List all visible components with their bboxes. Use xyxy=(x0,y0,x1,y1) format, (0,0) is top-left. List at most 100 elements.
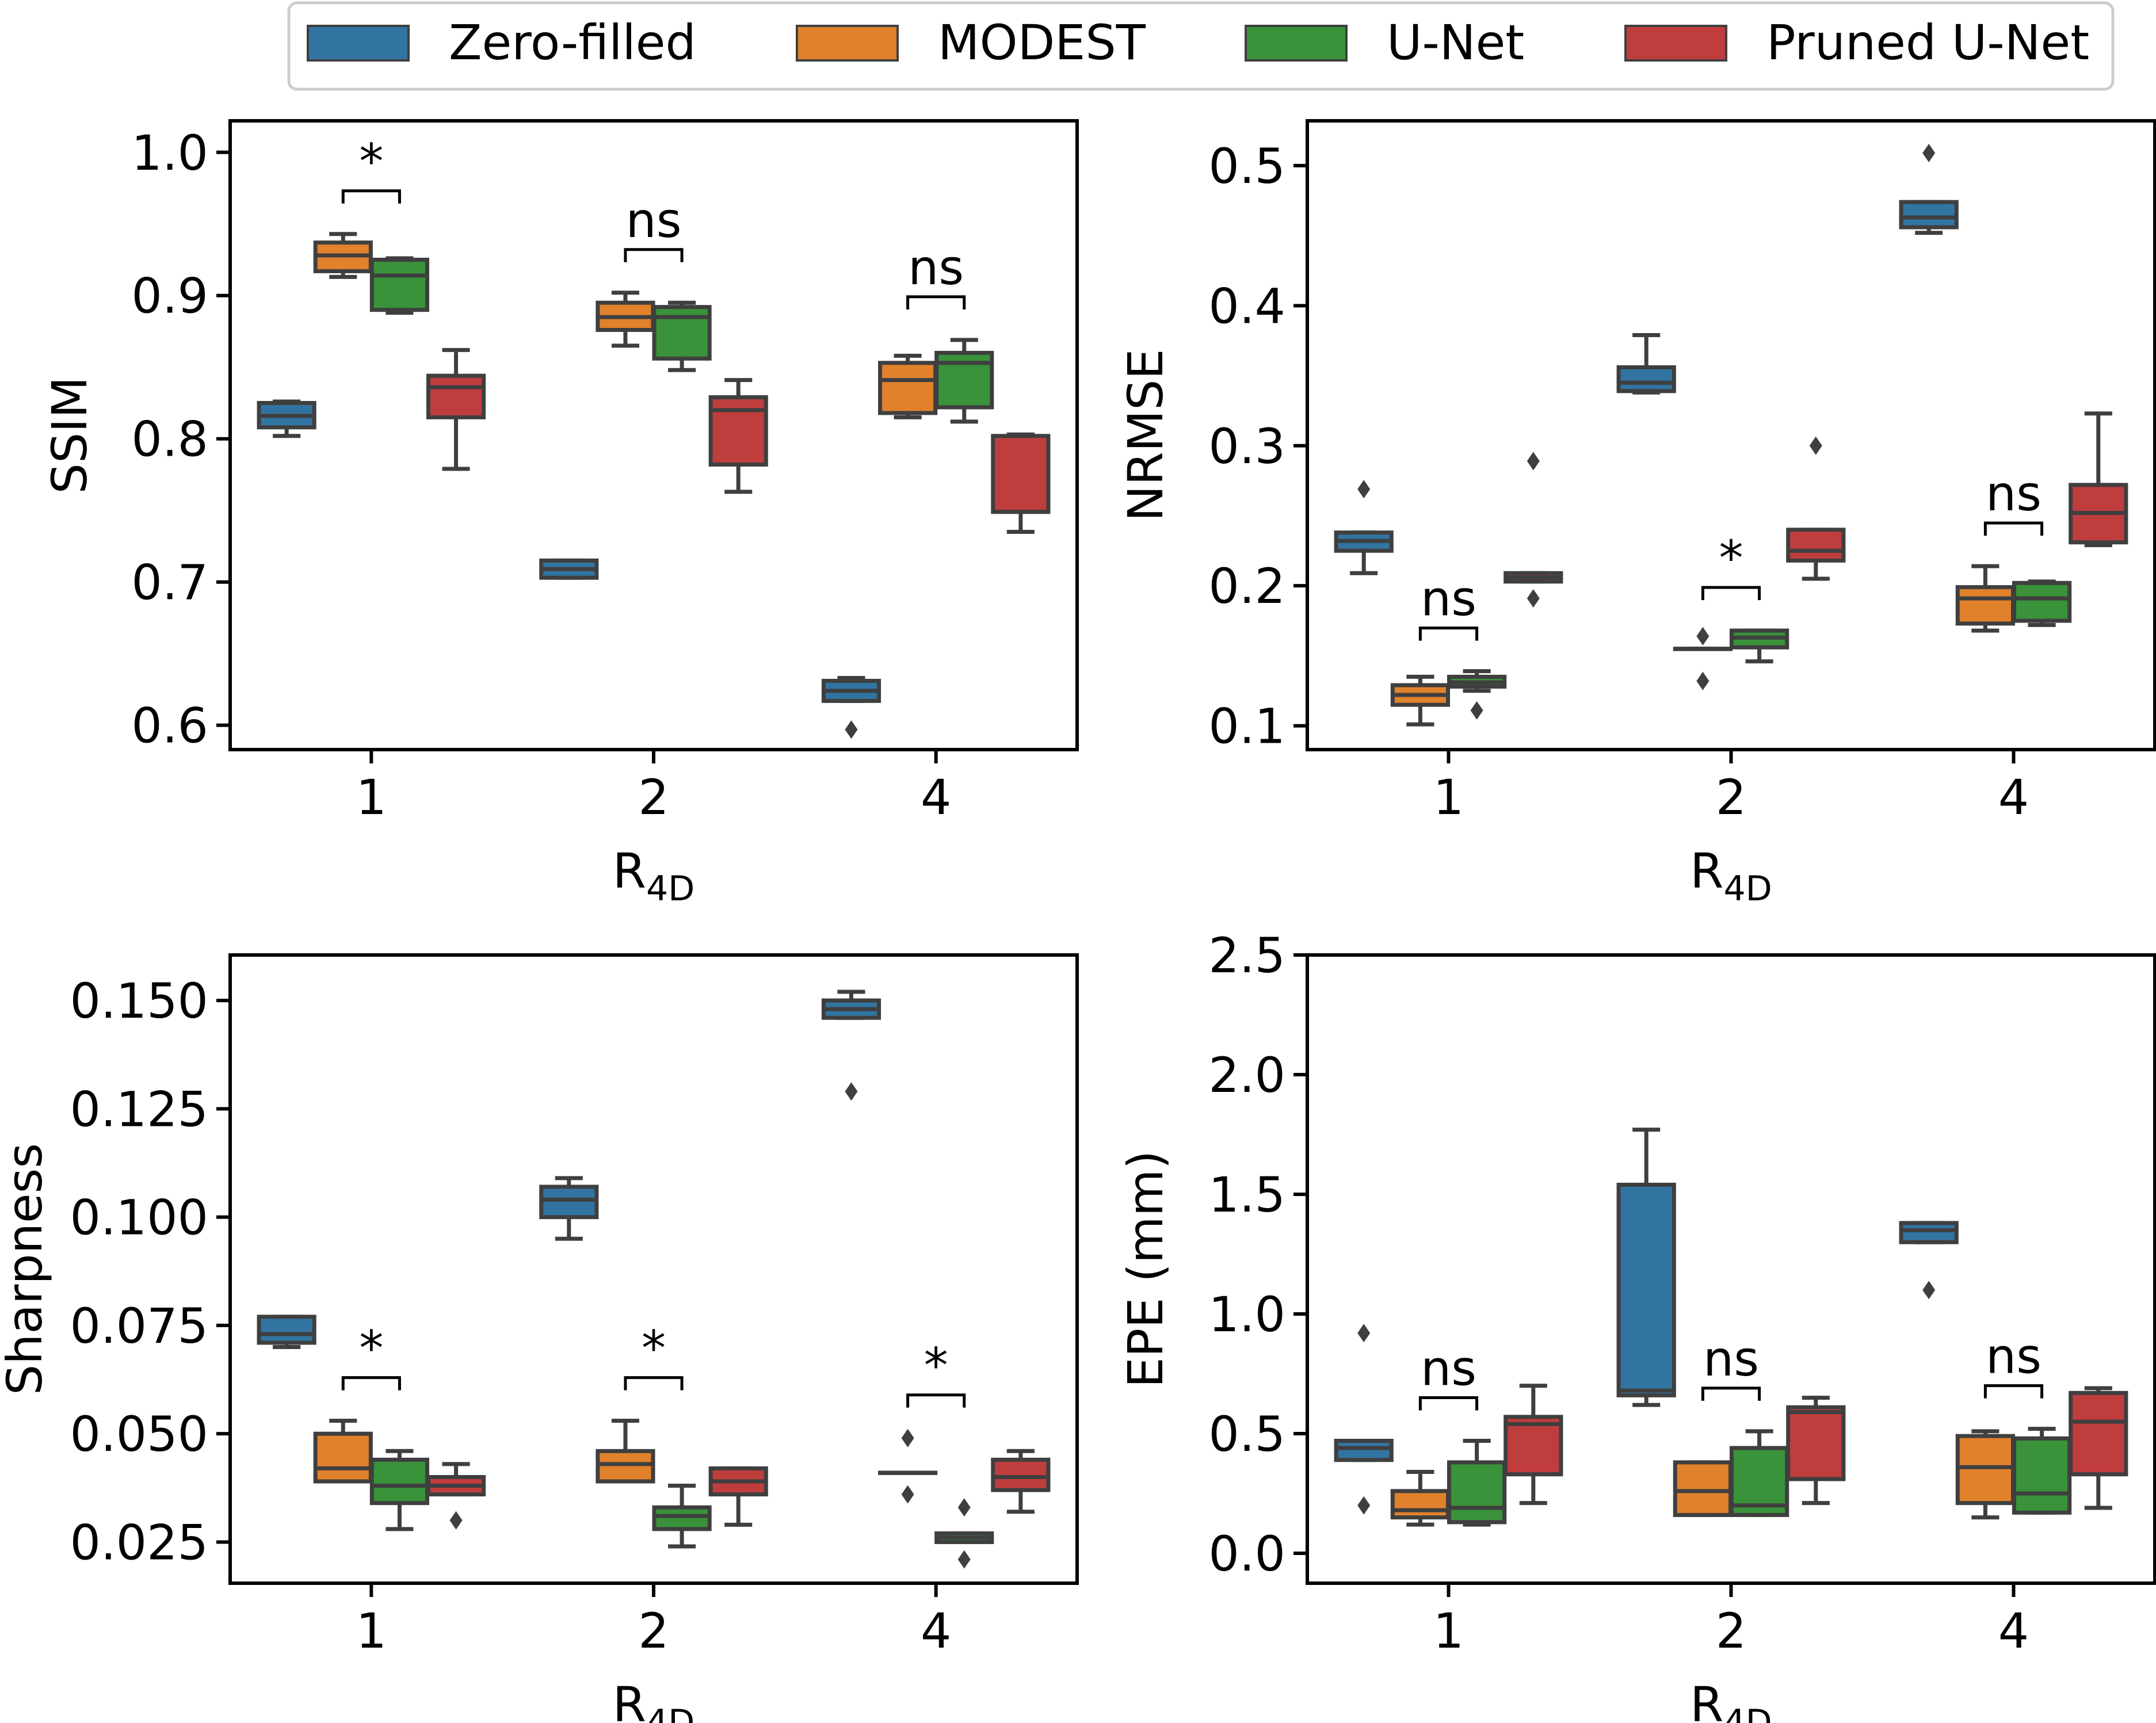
y-tick-label: 0.150 xyxy=(70,973,208,1029)
box-1-2 xyxy=(1955,1429,2016,1520)
box-3-0 xyxy=(426,1462,486,1530)
box-3-1 xyxy=(708,378,768,494)
nrmse-panel: ns * ns 0.1 0.2 0.3 0.4 0.5 1 2 4 R4D NRMSE xyxy=(1117,119,2156,909)
box-body xyxy=(991,1457,1051,1492)
box-0-2 xyxy=(1899,1221,1959,1300)
box-body xyxy=(1786,1405,1846,1481)
y-tick-label: 0.1 xyxy=(1208,698,1285,755)
box-body xyxy=(1673,1460,1733,1517)
box-1-0 xyxy=(313,1419,373,1484)
box-3-0 xyxy=(1504,1384,1563,1506)
box-body xyxy=(369,1457,429,1506)
flier-point xyxy=(1357,1496,1371,1515)
box-3-1 xyxy=(1786,436,1846,581)
x-axis-label-main: R xyxy=(613,1676,646,1723)
x-axis-label-main: R xyxy=(613,843,646,899)
box-2-0 xyxy=(1447,669,1507,720)
significance-label: ns xyxy=(625,192,681,249)
box-2-2 xyxy=(2012,1427,2072,1515)
box-body xyxy=(991,434,1051,514)
y-tick-label: 2.0 xyxy=(1208,1047,1285,1103)
x-tick-label: 4 xyxy=(1998,1603,2029,1659)
flier-point xyxy=(1470,701,1483,720)
box-3-1 xyxy=(1786,1396,1846,1506)
x-tick-label: 1 xyxy=(356,769,387,826)
box-0-2 xyxy=(821,676,882,739)
y-tick-label: 0.8 xyxy=(131,411,208,468)
x-tick-label: 1 xyxy=(1433,769,1464,826)
significance-annotation: ns xyxy=(1418,1340,1479,1411)
flier-point xyxy=(1696,671,1709,690)
legend-frame xyxy=(287,1,2115,91)
flier-point xyxy=(1922,143,1936,162)
significance-annotation: ns xyxy=(1701,1331,1761,1401)
x-axis-label-main: R xyxy=(1690,1676,1723,1723)
significance-annotation: ns xyxy=(906,239,966,310)
box-3-1 xyxy=(708,1466,768,1527)
significance-label: * xyxy=(642,1320,666,1377)
significance-bracket xyxy=(1418,1396,1479,1411)
y-tick-label: 1.0 xyxy=(1208,1286,1285,1343)
box-2-1 xyxy=(652,300,712,372)
flier-point xyxy=(1696,626,1709,645)
legend-item: Zero-filled xyxy=(307,14,696,71)
box-2-2 xyxy=(934,1498,994,1569)
axes-frame xyxy=(1306,119,2156,751)
box-2-1 xyxy=(1729,628,1789,664)
x-axis-label-main: R xyxy=(1690,843,1723,899)
x-axis-label: R4D xyxy=(1690,1676,1772,1723)
significance-annotation: * xyxy=(341,1320,401,1390)
x-axis-label-subscript: 4D xyxy=(1724,1702,1772,1723)
significance-bracket xyxy=(624,1376,684,1390)
box-3-2 xyxy=(2069,1386,2128,1510)
box-body xyxy=(2012,1436,2072,1515)
legend-swatch xyxy=(796,25,899,62)
y-tick-label: 0.7 xyxy=(131,555,208,611)
x-tick-label: 1 xyxy=(1433,1603,1464,1659)
significance-annotation: * xyxy=(1701,530,1761,601)
box-1-2 xyxy=(878,353,938,419)
y-tick-label: 0.125 xyxy=(70,1081,208,1137)
significance-label: ns xyxy=(908,239,964,296)
box-3-0 xyxy=(426,347,486,471)
significance-annotation: ns xyxy=(1983,465,2044,536)
box-body xyxy=(257,1315,316,1345)
significance-label: ns xyxy=(1986,1328,2041,1385)
legend-label: Zero-filled xyxy=(449,14,696,71)
significance-bracket xyxy=(341,189,401,204)
significance-bracket xyxy=(906,1393,966,1408)
box-body xyxy=(1899,200,1959,230)
significance-bracket xyxy=(906,295,966,310)
box-body xyxy=(369,258,429,312)
x-tick-label: 4 xyxy=(921,1603,951,1659)
y-axis-label: NRMSE xyxy=(1117,349,1174,521)
significance-label: * xyxy=(359,133,383,190)
significance-annotation: * xyxy=(341,133,401,204)
flier-point xyxy=(957,1498,971,1517)
box-0-0 xyxy=(1334,480,1394,575)
epe-panel: ns ns ns 0.0 0.5 1.0 1.5 2.0 2.5 1 2 4 R4D EPE (mm) xyxy=(1117,927,2156,1723)
legend-item: U-Net xyxy=(1245,14,1524,71)
x-tick-label: 4 xyxy=(1998,769,2029,826)
x-axis-label-subscript: 4D xyxy=(1724,869,1772,909)
legend: Zero-filled MODEST U-Net Pruned U-Net xyxy=(287,1,2115,91)
legend-item: Pruned U-Net xyxy=(1624,14,2089,71)
box-body xyxy=(1899,1221,1959,1244)
x-tick-label: 4 xyxy=(921,769,951,826)
flier-point xyxy=(845,720,858,739)
legend-label: MODEST xyxy=(938,14,1146,71)
box-body xyxy=(2012,580,2072,623)
box-body xyxy=(1504,1415,1563,1477)
flier-point xyxy=(1527,589,1540,608)
y-tick-label: 0.050 xyxy=(70,1406,208,1462)
significance-annotation: ns xyxy=(1983,1328,2044,1399)
box-body xyxy=(2069,1390,2128,1477)
x-tick-label: 1 xyxy=(356,1603,387,1659)
box-3-2 xyxy=(2069,411,2128,548)
y-tick-label: 0.0 xyxy=(1208,1526,1285,1582)
y-tick-label: 0.075 xyxy=(70,1298,208,1354)
legend-label: Pruned U-Net xyxy=(1766,14,2089,71)
flier-point xyxy=(901,1428,914,1447)
y-tick-label: 1.0 xyxy=(131,125,208,181)
box-2-0 xyxy=(369,1449,429,1531)
